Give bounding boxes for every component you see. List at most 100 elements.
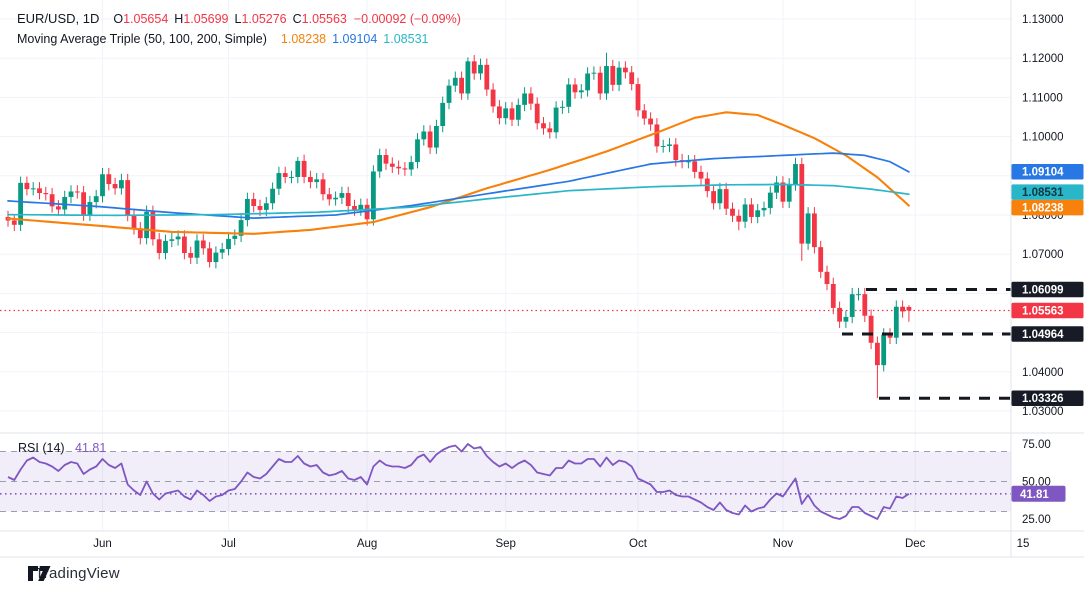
candle-body (440, 102, 446, 127)
axis-label: Sep (495, 538, 515, 550)
legend-symbol-row[interactable]: EUR/USD, 1D O1.05654 H1.05699 L1.05276 C1.05… (17, 9, 461, 29)
candle-body (333, 197, 338, 200)
price-axis-badges: 1.09104 1.08531 1.08238 1.06099 1.05563 1.049… (1011, 163, 1084, 406)
axis-label: Aug (357, 538, 377, 550)
candle-body (578, 90, 584, 93)
price-badge (1011, 281, 1084, 298)
rsi-axis[interactable]: 75.00 50.00 25.00 41.81 (1011, 439, 1066, 526)
legend-indicator-row[interactable]: Moving Average Triple (50, 100, 200, Sim… (17, 29, 461, 49)
candle-body (667, 144, 672, 147)
candle-body (18, 182, 23, 225)
axis-label: 1.04964 (1022, 329, 1064, 341)
axis-label: 1.03000 (1022, 406, 1064, 418)
axis-label: 75.00 (1022, 439, 1051, 451)
axis-label: 1.04000 (1022, 367, 1064, 379)
candle-body (301, 160, 307, 177)
candle-body (591, 72, 597, 74)
candle-body (150, 211, 156, 240)
candle-body (263, 203, 269, 210)
candle-body (289, 176, 294, 178)
candle-body (446, 85, 452, 103)
candle-body (358, 204, 364, 210)
candle-body (673, 144, 679, 161)
candle-body (43, 193, 49, 195)
price-badge (1011, 390, 1084, 406)
candle-body (232, 235, 238, 239)
candle-body (553, 107, 559, 133)
candle-body (818, 247, 824, 272)
candle-body (364, 204, 370, 220)
symbol-title: EUR/USD, 1D (17, 11, 100, 26)
axis-label: 1.03326 (1022, 393, 1064, 405)
low-label: L (234, 12, 242, 26)
candle-body (56, 206, 61, 210)
time-axis[interactable]: Jun Jul Aug Sep Oct Nov Dec 15 (93, 538, 1029, 550)
candle-body (812, 213, 817, 248)
axis-label: 1.08238 (1022, 203, 1064, 215)
candle-body (490, 89, 496, 107)
gridlines (0, 0, 1011, 531)
axis-label: Nov (773, 538, 794, 550)
candle-body (572, 84, 578, 93)
candle-body (856, 294, 861, 296)
candle-body (163, 240, 168, 254)
rsi-legend[interactable]: RSI (14) 41.81 (18, 441, 106, 455)
dashed-level-lines[interactable] (842, 288, 1011, 400)
axis-label: Jun (93, 538, 112, 550)
low-value: 1.05276 (241, 12, 287, 26)
candle-body (749, 204, 754, 217)
candle-body (875, 342, 880, 366)
candle-body (30, 188, 36, 190)
candle-body (74, 191, 80, 193)
rsi-args: (14) (42, 441, 65, 455)
candle-body (371, 171, 376, 220)
candle-body (182, 236, 187, 254)
candle-body (125, 180, 131, 215)
rsi-line[interactable] (7, 443, 910, 520)
candle-body (497, 106, 502, 119)
candle-body (238, 220, 244, 236)
candle-body (314, 179, 320, 183)
candle-body (774, 182, 779, 193)
indicator-title: Moving Average Triple (50, 100, 200, Sim… (17, 32, 267, 46)
candle-body (207, 248, 212, 263)
candle-body (62, 196, 68, 210)
candle-body (900, 306, 905, 312)
axis-label: 1.07000 (1022, 249, 1064, 261)
candle-body (654, 124, 660, 147)
axis-label: 41.81 (1020, 489, 1049, 501)
candle-body (100, 174, 105, 197)
candle-body (660, 146, 666, 148)
ma-line-200 (7, 183, 910, 217)
candle-body (686, 161, 691, 163)
candle-body (68, 191, 74, 197)
candle-body (213, 252, 219, 263)
axis-label: Oct (629, 538, 648, 550)
candle-body (37, 188, 42, 194)
candle-body (188, 253, 194, 258)
axis-label: 1.08531 (1022, 187, 1064, 199)
candle-body (566, 84, 572, 107)
candle-body (862, 294, 868, 316)
candle-body (641, 110, 647, 119)
candlestick-series[interactable] (5, 52, 912, 399)
open-value: 1.05654 (123, 12, 169, 26)
candle-body (396, 166, 401, 169)
candle-body (415, 139, 420, 163)
axis-label: 25.00 (1022, 514, 1051, 526)
open-label: O (113, 12, 124, 26)
axis-label: 50.00 (1022, 477, 1051, 489)
candle-body (434, 126, 439, 148)
tradingview-attribution[interactable]: TradingView (28, 565, 120, 582)
candle-body (503, 108, 509, 119)
pane-borders (0, 0, 1084, 558)
candle-body (459, 77, 464, 94)
candle-body (560, 106, 565, 108)
candle-body (352, 205, 357, 210)
candle-body (528, 93, 534, 104)
axis-label: 1.09104 (1022, 167, 1064, 179)
candle-body (692, 161, 698, 172)
ma200-value: 1.08531 (383, 32, 429, 46)
